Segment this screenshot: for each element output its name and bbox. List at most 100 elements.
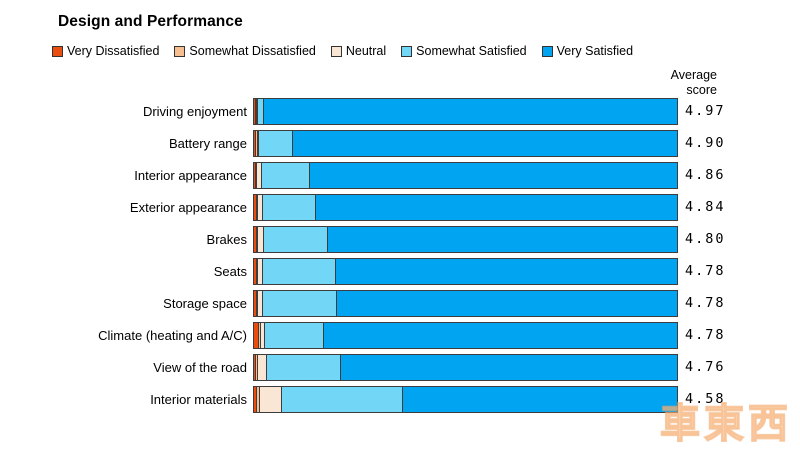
segment-somewhat-satisfied bbox=[258, 99, 265, 124]
segment-somewhat-dissatisfied bbox=[255, 131, 258, 156]
legend-item: Somewhat Satisfied bbox=[401, 44, 527, 58]
stacked-bar bbox=[253, 130, 678, 157]
category-label: Interior appearance bbox=[134, 168, 247, 183]
segment-very-dissatisfied bbox=[254, 131, 256, 156]
stacked-bar bbox=[253, 322, 678, 349]
segment-neutral bbox=[257, 227, 264, 252]
average-score: 4.84 bbox=[685, 199, 726, 215]
legend-swatch-icon bbox=[541, 45, 553, 57]
segment-somewhat-dissatisfied bbox=[256, 99, 258, 124]
segment-somewhat-dissatisfied bbox=[256, 387, 260, 412]
segment-very-dissatisfied bbox=[254, 291, 257, 316]
segment-very-satisfied bbox=[341, 355, 677, 380]
segment-somewhat-satisfied bbox=[261, 163, 310, 188]
legend-label: Somewhat Dissatisfied bbox=[189, 44, 316, 58]
segment-somewhat-satisfied bbox=[258, 131, 294, 156]
chart-row: Climate (heating and A/C) 4.78 bbox=[53, 322, 793, 349]
segment-somewhat-dissatisfied bbox=[256, 195, 258, 220]
segment-neutral bbox=[257, 131, 259, 156]
category-label: Driving enjoyment bbox=[142, 104, 247, 119]
legend-swatch-icon bbox=[52, 45, 63, 57]
average-score: 4.97 bbox=[685, 103, 726, 119]
average-score: 4.86 bbox=[685, 167, 726, 183]
chart-row: Brakes 4.80 bbox=[53, 226, 793, 253]
category-label: Climate (heating and A/C) bbox=[98, 328, 247, 343]
segment-very-dissatisfied bbox=[254, 355, 257, 380]
segment-somewhat-dissatisfied bbox=[258, 323, 262, 348]
average-score: 4.90 bbox=[685, 135, 726, 151]
segment-neutral bbox=[257, 195, 264, 220]
stacked-bar bbox=[253, 290, 678, 317]
legend-label: Somewhat Satisfied bbox=[416, 44, 527, 58]
stacked-bar bbox=[253, 194, 678, 221]
segment-somewhat-satisfied bbox=[266, 355, 342, 380]
segment-somewhat-satisfied bbox=[263, 259, 337, 284]
average-score: 4.58 bbox=[685, 391, 726, 407]
segment-somewhat-satisfied bbox=[281, 387, 403, 412]
segment-somewhat-satisfied bbox=[264, 323, 324, 348]
segment-very-satisfied bbox=[323, 323, 677, 348]
legend-swatch-icon bbox=[174, 45, 186, 57]
chart-row: Storage space 4.78 bbox=[53, 290, 793, 317]
segment-very-satisfied bbox=[336, 259, 677, 284]
average-score: 4.80 bbox=[685, 231, 726, 247]
average-score: 4.76 bbox=[685, 359, 726, 375]
segment-somewhat-satisfied bbox=[263, 291, 338, 316]
legend-swatch-icon bbox=[330, 45, 342, 57]
legend-item: Very Satisfied bbox=[541, 44, 634, 58]
category-label: Brakes bbox=[206, 232, 247, 247]
segment-somewhat-dissatisfied bbox=[256, 163, 258, 188]
chart-row: Exterior appearance 4.84 bbox=[53, 194, 793, 221]
segment-very-satisfied bbox=[315, 195, 677, 220]
segment-very-dissatisfied bbox=[254, 163, 257, 188]
stacked-bar bbox=[253, 98, 678, 125]
segment-neutral bbox=[257, 99, 259, 124]
legend-item: Neutral bbox=[330, 44, 387, 58]
segment-neutral bbox=[258, 355, 267, 380]
segment-neutral bbox=[257, 291, 264, 316]
legend-label: Neutral bbox=[345, 44, 387, 58]
segment-very-dissatisfied bbox=[254, 227, 257, 252]
chart-row: Driving enjoyment 4.97 bbox=[53, 98, 793, 125]
segment-very-satisfied bbox=[337, 291, 677, 316]
segment-very-dissatisfied bbox=[254, 323, 259, 348]
stacked-bar bbox=[253, 386, 678, 413]
category-label: View of the road bbox=[153, 360, 247, 375]
stacked-bar bbox=[253, 162, 678, 189]
segment-very-satisfied bbox=[327, 227, 677, 252]
stacked-bar bbox=[253, 258, 678, 285]
segment-neutral bbox=[257, 259, 264, 284]
stacked-bar bbox=[253, 354, 678, 381]
legend: Very Dissatisfied Somewhat Dissatisfied Ne… bbox=[52, 44, 633, 58]
segment-somewhat-satisfied bbox=[263, 227, 328, 252]
segment-somewhat-dissatisfied bbox=[256, 355, 259, 380]
legend-item: Somewhat Dissatisfied bbox=[174, 44, 316, 58]
segment-somewhat-dissatisfied bbox=[256, 259, 258, 284]
legend-swatch-icon bbox=[401, 45, 413, 57]
category-label: Storage space bbox=[163, 296, 247, 311]
segment-neutral bbox=[257, 163, 262, 188]
chart-rows: Driving enjoyment 4.97 Battery range 4.90 In… bbox=[53, 98, 793, 418]
average-score: 4.78 bbox=[685, 327, 726, 343]
segment-somewhat-dissatisfied bbox=[256, 291, 258, 316]
chart-row: Interior materials 4.58 bbox=[53, 386, 793, 413]
legend-label: Very Satisfied bbox=[556, 44, 634, 58]
stacked-bar bbox=[253, 226, 678, 253]
segment-very-satisfied bbox=[293, 131, 677, 156]
segment-very-satisfied bbox=[264, 99, 677, 124]
chart-row: Battery range 4.90 bbox=[53, 130, 793, 157]
segment-very-dissatisfied bbox=[254, 259, 257, 284]
segment-very-satisfied bbox=[402, 387, 677, 412]
category-label: Seats bbox=[213, 264, 247, 279]
category-label: Exterior appearance bbox=[129, 200, 247, 215]
category-label: Interior materials bbox=[150, 392, 247, 407]
chart-row: Seats 4.78 bbox=[53, 258, 793, 285]
segment-very-dissatisfied bbox=[254, 99, 257, 124]
average-score: 4.78 bbox=[685, 263, 726, 279]
segment-neutral bbox=[259, 387, 282, 412]
chart-title: Design and Performance bbox=[58, 13, 243, 30]
legend-item: Very Dissatisfied bbox=[52, 44, 159, 58]
chart-row: View of the road 4.76 bbox=[53, 354, 793, 381]
average-score-header: Average score bbox=[670, 68, 717, 97]
